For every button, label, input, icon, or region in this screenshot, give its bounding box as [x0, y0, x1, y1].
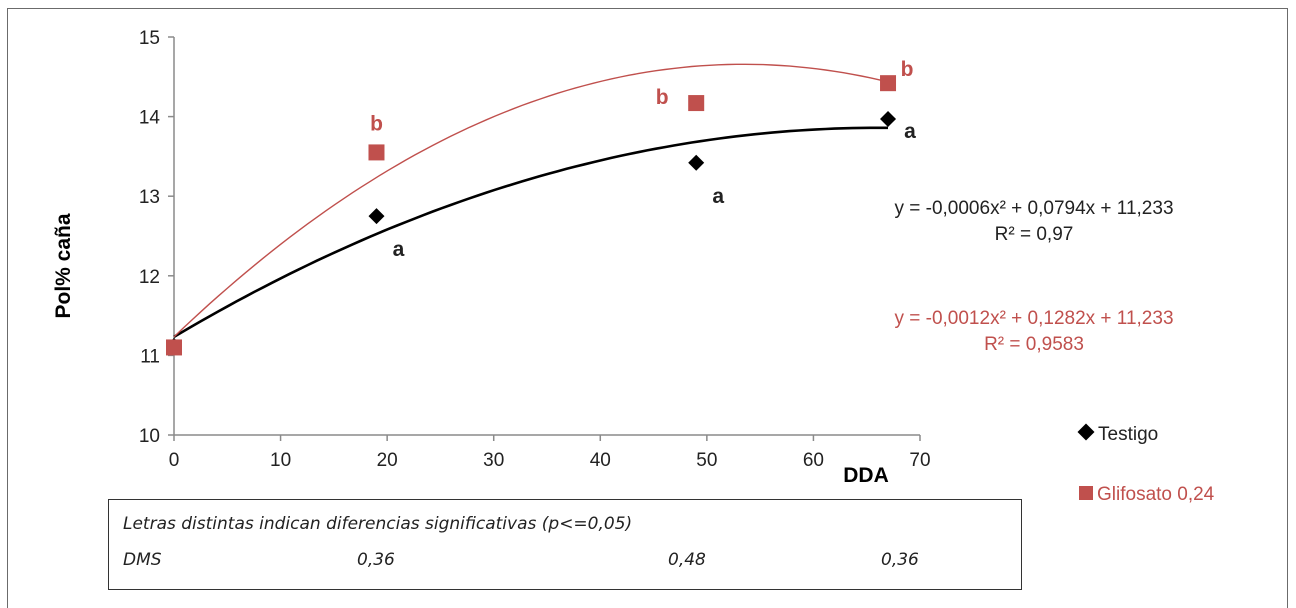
trendline-testigo	[173, 126, 888, 339]
y-axis-label: Pol% caña	[52, 213, 75, 318]
y-tick-label: 10	[139, 426, 160, 447]
dms-value-2: 0,48	[668, 550, 706, 570]
data-points	[166, 75, 897, 356]
dms-label: DMS	[123, 550, 162, 570]
significance-letter: b	[656, 86, 669, 109]
x-tick-label: 60	[803, 450, 824, 471]
equation-glifosato: y = -0,0012x² + 0,1282x + 11,233	[894, 308, 1173, 329]
legend-marker-glifosato	[1079, 486, 1093, 500]
legend-label-glifosato: Glifosato 0,24	[1097, 484, 1215, 505]
point-glifosato	[880, 75, 897, 92]
point-glifosato	[688, 95, 705, 112]
trendlines	[173, 63, 889, 339]
x-tick-label: 30	[483, 450, 504, 471]
significance-letter: a	[712, 185, 724, 208]
r2-testigo: R² = 0,97	[995, 224, 1074, 245]
point-letters: a a a b b b	[370, 58, 916, 261]
dms-value-3: 0,36	[881, 550, 919, 570]
chart-frame	[7, 8, 1288, 608]
x-tick-label: 10	[270, 450, 291, 471]
y-tick-label: 12	[139, 267, 160, 288]
significance-letter: a	[393, 238, 405, 261]
significance-letter: a	[904, 120, 916, 143]
x-tick-label: 50	[696, 450, 717, 471]
y-tick-label: 15	[139, 28, 160, 49]
legend-label-testigo: Testigo	[1098, 424, 1158, 445]
dms-value-1: 0,36	[357, 550, 395, 570]
y-tick-label: 11	[140, 346, 160, 367]
x-axis-label: DDA	[843, 464, 889, 487]
equation-testigo: y = -0,0006x² + 0,0794x + 11,233	[894, 198, 1173, 219]
significance-note-box: Letras distintas indican diferencias sig…	[108, 499, 1022, 590]
significance-letter: b	[370, 112, 383, 135]
point-testigo	[880, 110, 897, 127]
x-tick-label: 0	[169, 450, 180, 471]
axes: 10 11 12 13 14 15 0 10 20 30 40 50 60 70	[139, 28, 931, 471]
x-tick-label: 40	[590, 450, 611, 471]
y-tick-label: 13	[139, 187, 160, 208]
significance-letter: b	[901, 58, 914, 81]
significance-note-title: Letras distintas indican diferencias sig…	[123, 514, 633, 534]
point-testigo	[368, 208, 385, 225]
legend-marker-testigo	[1077, 423, 1095, 441]
r2-glifosato: R² = 0,9583	[984, 334, 1084, 355]
point-glifosato	[166, 339, 182, 356]
point-glifosato	[368, 144, 385, 161]
trendline-glifosato	[173, 63, 889, 338]
legend: Testigo Glifosato 0,24	[1077, 423, 1215, 505]
y-tick-label: 14	[139, 108, 161, 129]
x-tick-label: 20	[377, 450, 398, 471]
x-tick-label: 70	[909, 450, 930, 471]
point-testigo	[688, 154, 705, 171]
